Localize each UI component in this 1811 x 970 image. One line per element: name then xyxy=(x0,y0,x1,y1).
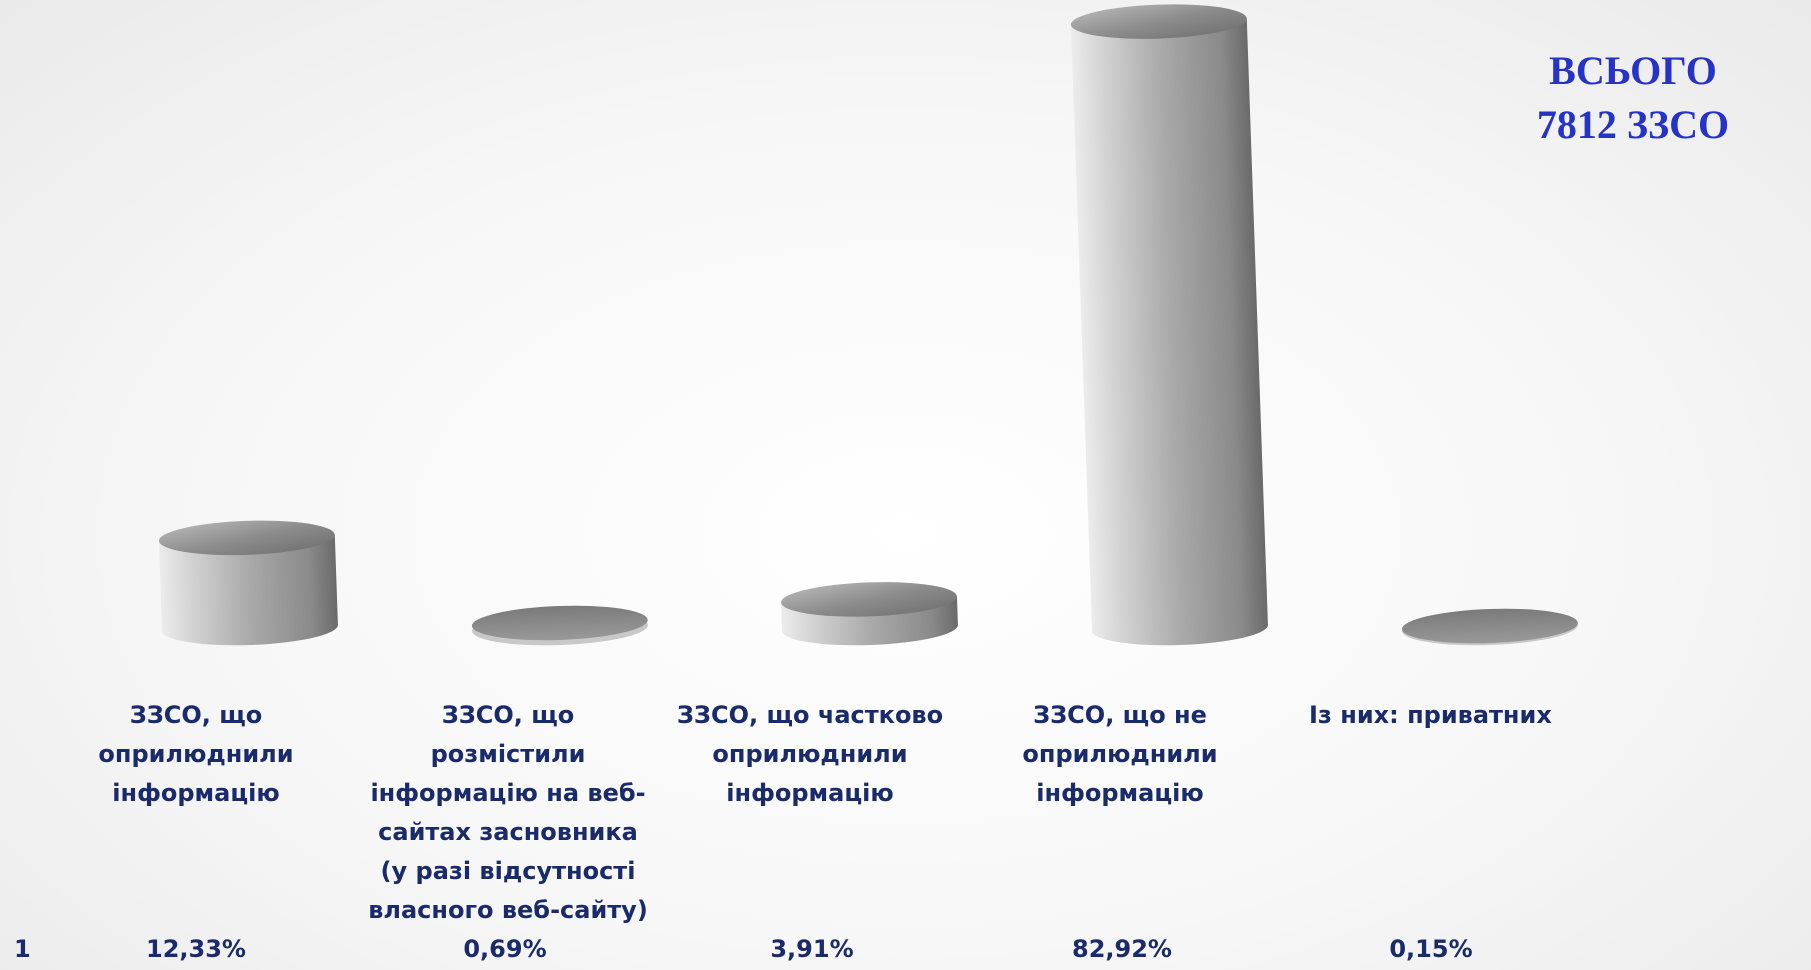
category-label-line: ЗЗСО, що частково xyxy=(676,701,944,729)
category-label: ЗЗСО, що оприлюднили інформацію xyxy=(51,696,341,813)
value-label: 0,15% xyxy=(1389,935,1473,963)
category-label-line: інформацію xyxy=(726,779,894,807)
bar-2 xyxy=(471,605,648,646)
bar-top xyxy=(1070,4,1247,39)
bar-top xyxy=(781,582,957,617)
category-label-line: ЗЗСО, що xyxy=(129,701,263,729)
category-label-line: оприлюднили xyxy=(712,740,908,768)
category-label-line: інформацію xyxy=(112,779,280,807)
value-label: 0,69% xyxy=(463,935,547,963)
total-annotation: ВСЬОГО 7812 ЗЗСО xyxy=(1473,44,1793,152)
total-label: ВСЬОГО xyxy=(1549,48,1717,93)
category-label-line: оприлюднили xyxy=(1022,740,1218,768)
category-label-line: ЗЗСО, що не xyxy=(1033,701,1207,729)
bar-top xyxy=(471,605,648,641)
bar-1 xyxy=(158,520,338,646)
category-label-line: інформацію xyxy=(1036,779,1204,807)
value-label: 82,92% xyxy=(1072,935,1172,963)
bar-3 xyxy=(781,582,958,646)
value-label: 12,33% xyxy=(146,935,246,963)
category-label-line: сайтах засновника xyxy=(378,818,638,846)
category-label: ЗЗСО, що частково оприлюднили інформацію xyxy=(665,696,955,813)
total-count: 7812 ЗЗСО xyxy=(1536,102,1730,147)
category-label-line: оприлюднили xyxy=(98,740,294,768)
bar-body xyxy=(158,534,338,646)
category-label: ЗЗСО, що розмістили інформацію на веб-сайт… xyxy=(363,696,653,930)
bar-body xyxy=(1070,18,1268,646)
row-label: 1 xyxy=(14,935,31,963)
category-label: ЗЗСО, що не оприлюднили інформацію xyxy=(975,696,1265,813)
bar-top xyxy=(158,520,335,556)
category-label: Із них: приватних xyxy=(1309,696,1599,735)
bar-5 xyxy=(1401,608,1578,646)
category-label-line: власного веб-сайту) xyxy=(368,896,648,924)
bar-top xyxy=(1401,608,1578,644)
category-label-line: (у разі відсутності xyxy=(380,857,636,885)
category-label-line: Із них: приватних xyxy=(1309,701,1552,729)
bar-4 xyxy=(1070,4,1268,646)
category-label-line: розмістили xyxy=(430,740,586,768)
category-label-line: ЗЗСО, що xyxy=(441,701,575,729)
value-label: 3,91% xyxy=(770,935,854,963)
category-label-line: інформацію на веб- xyxy=(370,779,646,807)
